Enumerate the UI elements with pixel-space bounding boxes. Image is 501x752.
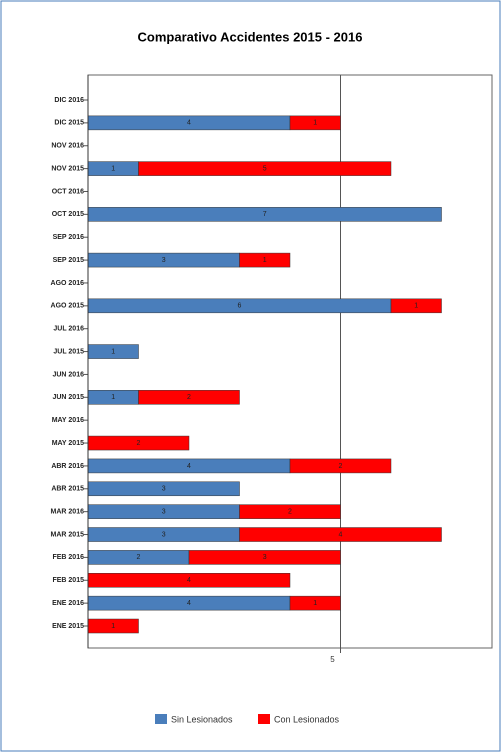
data-label: 1 <box>111 623 115 630</box>
y-tick-label: JUL 2016 <box>53 326 84 333</box>
y-tick-label: DIC 2015 <box>54 120 84 127</box>
x-tick-label: 5 <box>330 655 335 664</box>
data-label: 6 <box>238 303 242 310</box>
data-label: 3 <box>162 486 166 493</box>
y-tick-label: SEP 2015 <box>53 257 85 264</box>
legend-label: Sin Lesionados <box>171 714 233 724</box>
data-label: 3 <box>162 257 166 264</box>
data-label: 1 <box>414 303 418 310</box>
data-label: 4 <box>339 531 343 538</box>
y-tick-label: ABR 2016 <box>51 463 84 470</box>
y-tick-label: OCT 2015 <box>52 211 84 218</box>
data-label: 1 <box>111 165 115 172</box>
y-tick-label: ENE 2016 <box>52 600 84 607</box>
bar-segment <box>239 504 341 519</box>
y-tick-label: JUL 2015 <box>53 348 84 355</box>
y-tick-label: MAR 2016 <box>51 509 85 516</box>
data-label: 4 <box>187 120 191 127</box>
bar-segment <box>239 527 442 542</box>
data-label: 2 <box>137 440 141 447</box>
y-tick-label: AGO 2016 <box>51 280 85 287</box>
y-tick-label: FEB 2015 <box>52 577 84 584</box>
y-tick-label: DIC 2016 <box>54 97 84 104</box>
data-label: 4 <box>187 463 191 470</box>
legend-swatch <box>155 714 167 724</box>
legend-label: Con Lesionados <box>274 714 340 724</box>
y-tick-label: MAR 2015 <box>51 531 85 538</box>
bar-segment <box>390 298 442 314</box>
data-label: 3 <box>263 554 267 561</box>
data-label: 3 <box>162 509 166 516</box>
data-label: 4 <box>187 600 191 607</box>
y-tick-label: MAY 2016 <box>52 417 84 424</box>
data-label: 1 <box>263 257 267 264</box>
data-label: 7 <box>263 211 267 218</box>
bar-segment <box>239 252 291 268</box>
y-tick-label: JUN 2015 <box>52 394 84 401</box>
legend-swatch <box>258 714 270 724</box>
data-label: 2 <box>339 463 343 470</box>
y-tick-label: FEB 2016 <box>52 554 84 561</box>
data-label: 1 <box>111 348 115 355</box>
bar-segment <box>289 595 341 611</box>
data-label: 5 <box>263 165 267 172</box>
chart-title: Comparativo Accidentes 2015 - 2016 <box>138 29 363 44</box>
y-tick-label: ABR 2015 <box>51 486 84 493</box>
bar-segment <box>138 161 392 176</box>
y-tick-label: ENE 2015 <box>52 623 84 630</box>
data-label: 1 <box>111 394 115 401</box>
data-label: 1 <box>313 120 317 127</box>
bar-segment <box>289 458 392 474</box>
bar-segment <box>289 115 341 131</box>
y-tick-label: AGO 2015 <box>51 303 85 310</box>
data-label: 3 <box>162 531 166 538</box>
y-tick-label: MAY 2015 <box>52 440 84 447</box>
data-label: 4 <box>187 577 191 584</box>
y-tick-label: NOV 2015 <box>51 165 84 172</box>
y-tick-label: NOV 2016 <box>51 143 84 150</box>
data-label: 2 <box>288 509 292 516</box>
data-label: 2 <box>137 554 141 561</box>
y-tick-label: SEP 2016 <box>53 234 85 241</box>
y-tick-label: JUN 2016 <box>52 371 84 378</box>
bar-segment <box>138 390 240 405</box>
y-tick-label: OCT 2016 <box>52 188 84 195</box>
data-label: 1 <box>313 600 317 607</box>
bar-segment <box>188 550 341 565</box>
data-label: 2 <box>187 394 191 401</box>
